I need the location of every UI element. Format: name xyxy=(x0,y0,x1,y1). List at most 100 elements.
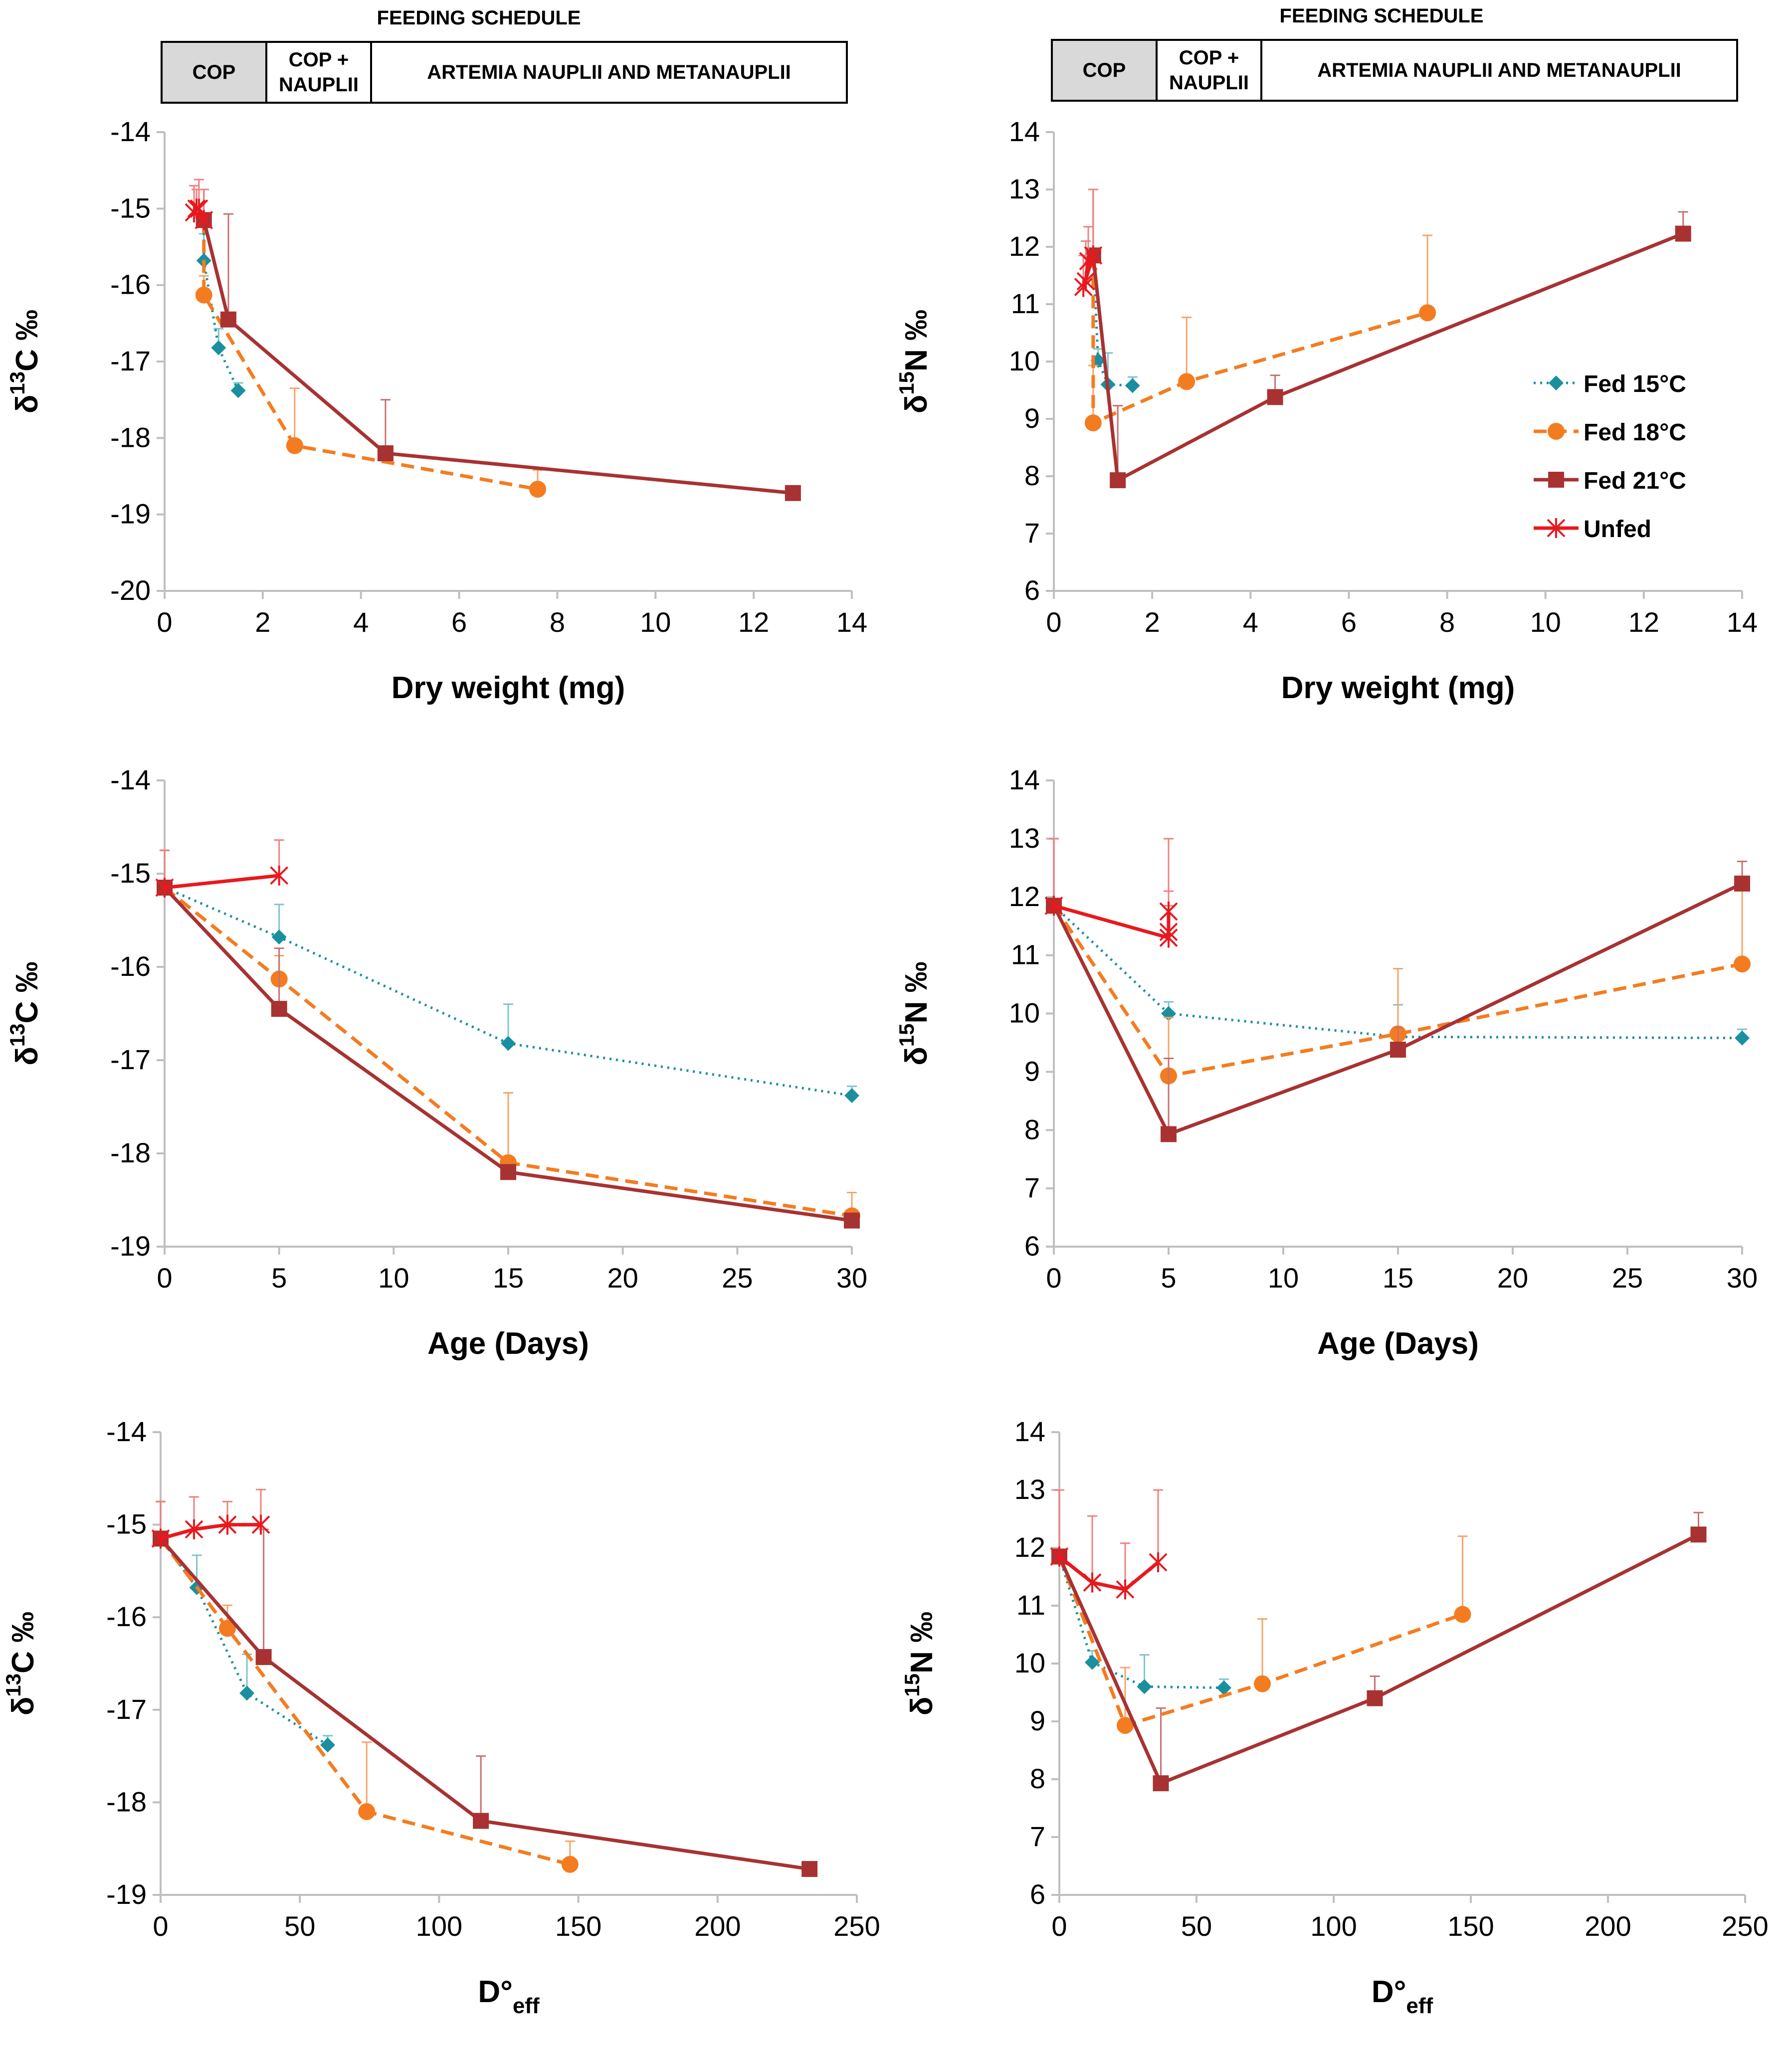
series-fed-18-c xyxy=(195,188,547,498)
data-point xyxy=(155,878,174,898)
y-tick-label: -19 xyxy=(110,498,151,530)
series-fed-15-c xyxy=(1054,1489,1231,1695)
series-fed-18-c xyxy=(1084,188,1436,432)
schedule-cop-nauplii: COP + NAUPLII xyxy=(1158,41,1262,100)
series-line xyxy=(1052,905,1743,1078)
y-tick-label: 6 xyxy=(1024,574,1040,606)
x-tick-label: 0 xyxy=(157,1262,172,1294)
y-tick-label: 9 xyxy=(1024,402,1040,434)
y-tick-label: -18 xyxy=(110,1137,151,1168)
data-point xyxy=(1267,389,1283,405)
series-fed-18-c xyxy=(1054,1489,1471,1734)
y-tick-label: 12 xyxy=(1009,230,1040,262)
y-axis-title: δ15N ‰ xyxy=(895,310,934,413)
series-unfed xyxy=(185,179,213,230)
x-tick-label: 8 xyxy=(550,606,565,638)
y-tick-label: 9 xyxy=(1030,1705,1045,1736)
y-tick-label: 12 xyxy=(1014,1531,1045,1563)
x-tick-label: 250 xyxy=(1722,1910,1768,1942)
series-line xyxy=(164,874,280,890)
data-point xyxy=(1076,271,1095,291)
x-tick-label: 10 xyxy=(1530,606,1561,638)
y-tick-label: 8 xyxy=(1030,1763,1045,1794)
data-point xyxy=(501,1036,516,1051)
legend-marker xyxy=(1547,518,1566,538)
x-tick-label: 0 xyxy=(1051,1910,1067,1942)
data-point xyxy=(1083,1572,1102,1593)
chart-panel-a: -20 -19 -18 -17 -16 -15 -14 0 2 4 6 8 10 12 14 Dry weig… xyxy=(5,116,867,705)
series-line xyxy=(164,886,852,1097)
series-unfed xyxy=(151,1488,270,1549)
series-line xyxy=(1052,882,1743,1136)
x-tick-label: 20 xyxy=(1497,1262,1528,1294)
data-point xyxy=(218,1514,237,1535)
y-tick-label: 10 xyxy=(1009,345,1040,376)
data-point xyxy=(239,1685,255,1701)
legend-label: Fed 21°C xyxy=(1584,468,1686,494)
data-point xyxy=(358,1803,376,1820)
x-tick-label: 50 xyxy=(1181,1910,1212,1942)
data-point xyxy=(187,198,206,219)
x-axis-title: Age (Days) xyxy=(427,1326,589,1361)
y-tick-label: -15 xyxy=(110,192,151,223)
y-tick-label: -14 xyxy=(106,1416,147,1447)
data-point xyxy=(561,1856,579,1873)
x-tick-label: 5 xyxy=(1161,1262,1176,1294)
x-axis-title: D°eff xyxy=(478,1975,540,2018)
legend-item: Unfed xyxy=(1534,516,1651,543)
data-point xyxy=(220,311,236,328)
data-point xyxy=(844,1088,859,1104)
y-tick-label: 14 xyxy=(1014,1416,1045,1447)
legend-label: Unfed xyxy=(1584,516,1651,543)
y-tick-label: -19 xyxy=(106,1878,147,1910)
x-tick-label: 100 xyxy=(1310,1910,1357,1942)
y-axis-title: δ15N ‰ xyxy=(900,1612,939,1715)
x-tick-label: 50 xyxy=(284,1910,315,1942)
feeding-schedule-bar: COP COP + NAUPLII ARTEMIA NAUPLII AND ME… xyxy=(1051,39,1738,102)
data-point xyxy=(1254,1675,1271,1692)
series-fed-21-c xyxy=(1051,1489,1707,1792)
y-axis-title: δ13C ‰ xyxy=(5,961,44,1065)
schedule-artemia: ARTEMIA NAUPLII AND METANAUPLII xyxy=(1317,59,1681,81)
x-tick-label: 15 xyxy=(1383,1262,1413,1294)
data-point xyxy=(320,1737,336,1753)
series-unfed xyxy=(1050,1489,1168,1600)
y-tick-label: -20 xyxy=(110,574,151,606)
x-axis-title: Dry weight (mg) xyxy=(392,671,625,705)
x-tick-label: 2 xyxy=(1145,606,1160,638)
legend-item: Fed 21°C xyxy=(1534,468,1686,494)
x-tick-label: 200 xyxy=(1585,1910,1631,1942)
x-tick-label: 200 xyxy=(694,1910,741,1942)
data-point xyxy=(211,340,226,356)
data-point xyxy=(1734,875,1750,892)
data-point xyxy=(286,437,303,454)
y-tick-label: 9 xyxy=(1024,1055,1040,1087)
chart-panel-f: 6 7 8 9 10 11 12 13 14 0 50 100 150 200 250 D°eff δ15N ‰ xyxy=(900,1416,1769,2018)
x-tick-label: 250 xyxy=(833,1910,880,1942)
series-unfed xyxy=(1044,838,1178,948)
y-tick-label: 10 xyxy=(1009,997,1040,1029)
y-axis-title: δ13C ‰ xyxy=(1,1612,40,1715)
x-tick-label: 20 xyxy=(607,1262,638,1294)
x-tick-label: 2 xyxy=(255,606,270,638)
series-fed-15-c xyxy=(1049,838,1750,1046)
data-point xyxy=(1079,251,1098,271)
data-point xyxy=(1735,1030,1750,1046)
legend: Fed 15°C Fed 18°C Fed 21°C Unfed xyxy=(1534,371,1686,543)
data-point xyxy=(1734,955,1751,973)
data-point xyxy=(1675,225,1691,242)
data-point xyxy=(785,485,801,501)
y-tick-label: 14 xyxy=(1009,116,1040,147)
y-tick-label: -18 xyxy=(110,421,151,453)
chart-panel-b: 6 7 8 9 10 11 12 13 14 0 2 4 6 8 10 12 14 Dry weight (mg)… xyxy=(895,116,1758,705)
data-point xyxy=(251,1514,270,1535)
x-axis-title: Dry weight (mg) xyxy=(1281,671,1515,705)
y-tick-label: 13 xyxy=(1009,173,1040,204)
series-line xyxy=(202,219,794,495)
x-tick-label: 0 xyxy=(1046,1262,1061,1294)
x-tick-label: 10 xyxy=(1268,1262,1299,1294)
series-line xyxy=(159,1537,571,1866)
data-point xyxy=(1178,373,1195,390)
y-tick-label: 14 xyxy=(1009,764,1040,795)
x-tick-label: 25 xyxy=(722,1262,753,1294)
